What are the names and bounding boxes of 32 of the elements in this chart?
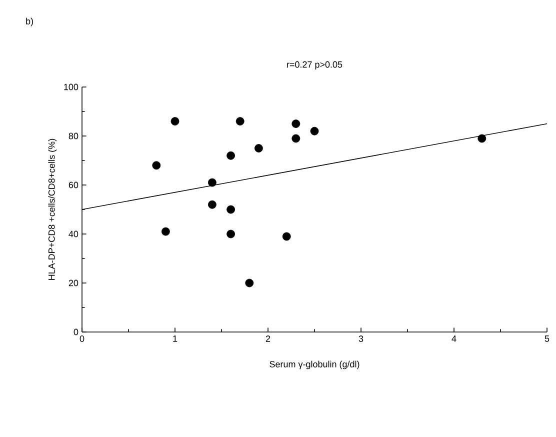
y-tick-label: 40 (68, 230, 78, 238)
y-axis-title: HLA-DP+CD8 +cells/CD8+cells (%) (48, 138, 57, 280)
point (254, 144, 263, 152)
point (478, 134, 486, 143)
chart-title: r=0.27 p>0.05 (287, 61, 342, 70)
y-tick-label: 100 (64, 84, 78, 90)
point (162, 227, 170, 236)
point (226, 230, 236, 238)
x-tick-label: 1 (173, 336, 178, 342)
x-tick-label: 0 (80, 336, 84, 342)
point (152, 161, 161, 170)
x-axis-title: Serum γ-globulin (g/dl) (270, 360, 360, 370)
y-tick-label: 0 (74, 328, 78, 336)
point (208, 178, 216, 187)
point (292, 134, 300, 143)
x-tick-label: 4 (452, 336, 456, 342)
y-tick-label: 60 (68, 182, 78, 188)
point (236, 117, 244, 126)
y-tick-label: 80 (68, 132, 78, 140)
point (208, 200, 216, 209)
point (226, 151, 236, 160)
point (292, 120, 300, 128)
text: b) (26, 18, 33, 26)
x-tick-label: 5 (544, 336, 550, 342)
point (282, 232, 291, 241)
x-tick-label: 2 (266, 336, 270, 342)
point (310, 126, 319, 136)
point (245, 278, 254, 288)
x-tick-label: 3 (358, 336, 364, 342)
point (226, 205, 236, 214)
point (170, 117, 180, 126)
y-tick-label: 20 (68, 280, 78, 286)
